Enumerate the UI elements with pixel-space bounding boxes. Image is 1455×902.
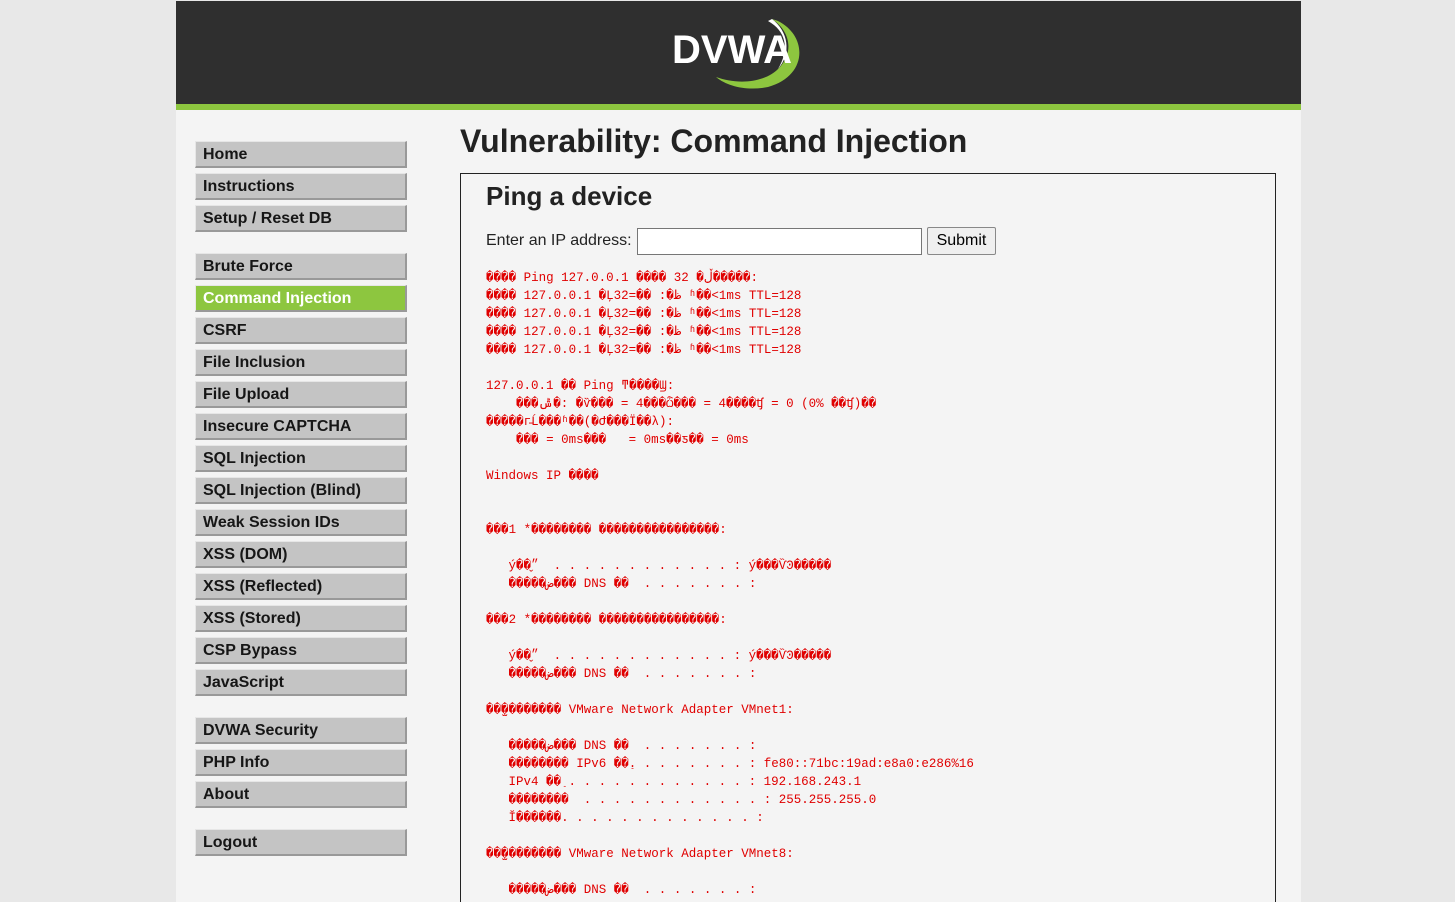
- container: DVWA Home Instructions Setup / Reset DB Bru…: [176, 1, 1301, 902]
- main: Vulnerability: Command Injection Ping a …: [460, 123, 1276, 902]
- menu-item[interactable]: Command Injection: [195, 285, 407, 312]
- logo-text: DVWA: [672, 28, 792, 72]
- menu-item[interactable]: SQL Injection (Blind): [195, 477, 407, 504]
- command-output: ���� Ping 127.0.0.1 ���� 32 �ֽڵ�����: ��…: [486, 271, 974, 897]
- logo-swoosh-light: [768, 19, 787, 69]
- logo[interactable]: DVWA: [668, 11, 808, 93]
- menu-item[interactable]: XSS (Stored): [195, 605, 407, 632]
- ip-input[interactable]: [636, 227, 922, 255]
- menu-item[interactable]: Weak Session IDs: [195, 509, 407, 536]
- page-title: Vulnerability: Command Injection: [460, 123, 968, 159]
- menu: Home Instructions Setup / Reset DB Brute Fo…: [195, 141, 407, 877]
- menu-item[interactable]: Brute Force: [195, 253, 407, 280]
- menu-item[interactable]: Insecure CAPTCHA: [195, 413, 407, 440]
- menu-item[interactable]: Home: [195, 141, 407, 168]
- content-box: Ping a device Enter an IP address: Submi…: [460, 173, 1276, 902]
- menu-group: Logout: [195, 829, 407, 856]
- menu-item[interactable]: XSS (Reflected): [195, 573, 407, 600]
- ping-form: Enter an IP address: Submit: [486, 227, 1250, 255]
- menu-item[interactable]: CSP Bypass: [195, 637, 407, 664]
- menu-item[interactable]: CSRF: [195, 317, 407, 344]
- submit-button[interactable]: Submit: [926, 227, 997, 255]
- menu-item[interactable]: About: [195, 781, 407, 808]
- logo-swoosh: [716, 19, 800, 89]
- menu-item[interactable]: XSS (DOM): [195, 541, 407, 568]
- menu-item[interactable]: JavaScript: [195, 669, 407, 696]
- menu-group: Home Instructions Setup / Reset DB: [195, 141, 407, 232]
- menu-item[interactable]: Logout: [195, 829, 407, 856]
- menu-item[interactable]: PHP Info: [195, 749, 407, 776]
- menu-group: Brute Force Command Injection CSRF File Inc…: [195, 253, 407, 696]
- ip-label: Enter an IP address:: [486, 232, 632, 249]
- menu-item[interactable]: File Upload: [195, 381, 407, 408]
- header: DVWA: [176, 1, 1301, 110]
- menu-item[interactable]: File Inclusion: [195, 349, 407, 376]
- menu-item[interactable]: SQL Injection: [195, 445, 407, 472]
- section-heading: Ping a device: [486, 181, 653, 211]
- menu-group: DVWA Security PHP Info About: [195, 717, 407, 808]
- menu-item[interactable]: DVWA Security: [195, 717, 407, 744]
- menu-item[interactable]: Setup / Reset DB: [195, 205, 407, 232]
- menu-item[interactable]: Instructions: [195, 173, 407, 200]
